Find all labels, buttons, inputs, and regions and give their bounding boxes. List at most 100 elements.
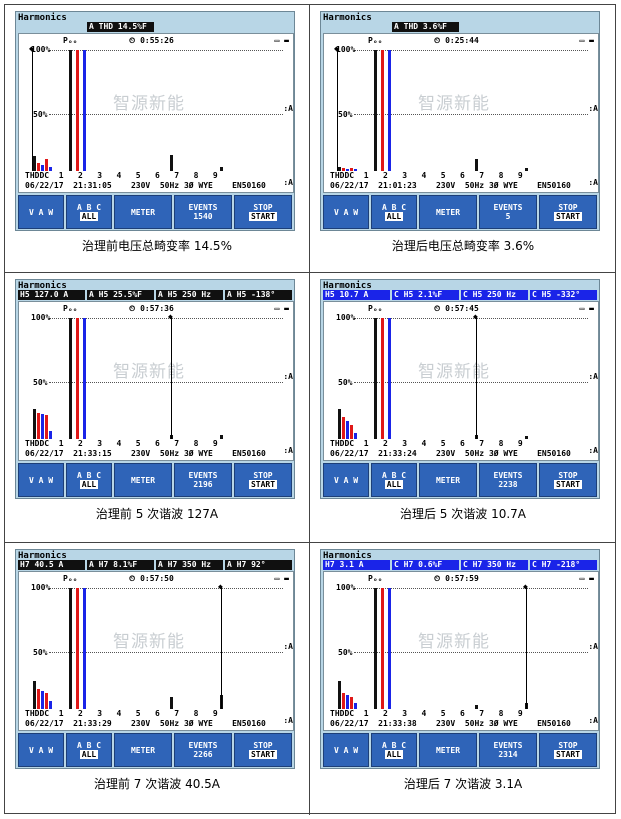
readout-segment: C H5 2.1%F bbox=[392, 290, 459, 300]
y-label-50: 50% bbox=[338, 378, 353, 387]
readout-segment bbox=[18, 22, 85, 32]
harmonic-5-bar bbox=[475, 705, 478, 709]
cursor-handle-icon[interactable]: ◆ bbox=[473, 312, 478, 321]
meter-key[interactable]: METER bbox=[114, 463, 172, 497]
cursor-line[interactable] bbox=[221, 586, 222, 709]
events-key[interactable]: EVENTS 2266 bbox=[174, 733, 232, 767]
right-marker-bottom: :A bbox=[283, 446, 293, 455]
meter-key[interactable]: METER bbox=[419, 195, 477, 229]
phase-key[interactable]: A B C ALL bbox=[371, 195, 417, 229]
events-key[interactable]: EVENTS 2196 bbox=[174, 463, 232, 497]
readout-segment: A H7 8.1%F bbox=[87, 560, 154, 570]
panel-cell: Harmonics A THD 3.6%F Pₒₒ ⏲ 0:25:44 ▭ ▬ 100% 5… bbox=[310, 5, 616, 273]
cursor-handle-icon[interactable]: ◆ bbox=[29, 44, 34, 53]
stop-start-key[interactable]: STOP START bbox=[234, 195, 292, 229]
cursor-line[interactable] bbox=[171, 316, 172, 439]
gridline-50 bbox=[354, 652, 588, 653]
stop-start-key[interactable]: STOP START bbox=[539, 733, 597, 767]
watermark: 智源新能 bbox=[418, 94, 490, 114]
stop-start-key[interactable]: STOP START bbox=[539, 195, 597, 229]
harmonic-bar bbox=[342, 693, 345, 709]
watermark: 智源新能 bbox=[418, 362, 490, 382]
vaw-key[interactable]: V A W bbox=[323, 463, 369, 497]
stop-label: STOP bbox=[253, 471, 273, 480]
phase-key[interactable]: A B C ALL bbox=[66, 463, 112, 497]
cursor-line[interactable] bbox=[526, 586, 527, 709]
start-label: START bbox=[553, 212, 583, 221]
phase-key[interactable]: A B C ALL bbox=[371, 733, 417, 767]
timer-value: 0:57:59 bbox=[445, 574, 479, 583]
y-label-100: 100% bbox=[31, 45, 51, 54]
stop-start-key[interactable]: STOP START bbox=[234, 463, 292, 497]
cursor-handle-icon[interactable]: ◆ bbox=[218, 582, 223, 591]
readout-segment: A H5 25.5%F bbox=[87, 290, 154, 300]
events-key[interactable]: EVENTS 1540 bbox=[174, 195, 232, 229]
cursor-handle-icon[interactable]: ◆ bbox=[168, 312, 173, 321]
events-key[interactable]: EVENTS 2238 bbox=[479, 463, 537, 497]
gridline-100 bbox=[354, 50, 588, 51]
vaw-key[interactable]: V A W bbox=[18, 733, 64, 767]
vaw-key[interactable]: V A W bbox=[323, 733, 369, 767]
vaw-key[interactable]: V A W bbox=[323, 195, 369, 229]
harmonic-bar bbox=[37, 163, 40, 171]
screen-title: Harmonics bbox=[18, 281, 67, 291]
harmonic-bar bbox=[49, 431, 52, 439]
right-marker: :A bbox=[283, 642, 293, 651]
harmonic-bar bbox=[41, 414, 44, 439]
harmonic-bar bbox=[45, 415, 48, 439]
cursor-handle-icon[interactable]: ◆ bbox=[523, 582, 528, 591]
phase-key[interactable]: A B C ALL bbox=[66, 733, 112, 767]
timer: ⏲ 0:25:44 bbox=[434, 36, 479, 46]
events-count: 2266 bbox=[193, 750, 213, 759]
right-marker-bottom: :A bbox=[588, 716, 598, 725]
harmonic-bar bbox=[342, 168, 345, 171]
harmonic-bar bbox=[41, 691, 44, 709]
stop-label: STOP bbox=[558, 471, 578, 480]
clock-icon: ⏲ bbox=[434, 304, 446, 313]
battery-icon: ▭ ▬ bbox=[579, 304, 594, 313]
cursor-line[interactable] bbox=[337, 48, 338, 171]
meter-label: METER bbox=[435, 207, 461, 217]
vaw-key[interactable]: V A W bbox=[18, 195, 64, 229]
phase-key[interactable]: A B C ALL bbox=[66, 195, 112, 229]
harmonic-bar bbox=[33, 409, 36, 439]
meter-key[interactable]: METER bbox=[419, 463, 477, 497]
fundamental-bar bbox=[76, 50, 79, 171]
cursor-handle-icon[interactable]: ◆ bbox=[334, 44, 339, 53]
plot-header: Pₒₒ bbox=[368, 36, 383, 45]
readout-segment bbox=[461, 22, 528, 32]
fundamental-bar bbox=[83, 318, 86, 439]
cursor-line[interactable] bbox=[476, 316, 477, 439]
events-label: EVENTS bbox=[493, 203, 523, 212]
harmonic-bar bbox=[338, 681, 341, 709]
events-key[interactable]: EVENTS 5 bbox=[479, 195, 537, 229]
events-key[interactable]: EVENTS 2314 bbox=[479, 733, 537, 767]
vaw-key[interactable]: V A W bbox=[18, 463, 64, 497]
events-count: 2196 bbox=[193, 480, 213, 489]
harmonic-bar bbox=[350, 697, 353, 709]
cursor-line[interactable] bbox=[32, 48, 33, 171]
timer-value: 0:57:36 bbox=[140, 304, 174, 313]
meter-key[interactable]: METER bbox=[114, 195, 172, 229]
readout-segment bbox=[323, 22, 390, 32]
meter-key[interactable]: METER bbox=[419, 733, 477, 767]
harmonic-bar bbox=[41, 165, 44, 171]
fundamental-bar bbox=[374, 50, 377, 171]
gridline-50 bbox=[354, 114, 588, 115]
meter-label: METER bbox=[130, 745, 156, 755]
stop-start-key[interactable]: STOP START bbox=[539, 463, 597, 497]
stop-start-key[interactable]: STOP START bbox=[234, 733, 292, 767]
harmonics-plot: Pₒₒ ⏲ 0:57:59 ▭ ▬ 100% 50%:A:A 智源新能 ◆ THDDC 1 2… bbox=[323, 571, 599, 731]
panel-caption: 治理后 7 次谐波 3.1A bbox=[403, 777, 523, 791]
fundamental-bar bbox=[381, 318, 384, 439]
harmonic-bar bbox=[37, 413, 40, 439]
status-line: 06/22/17 21:33:38 230V 50Hz 3Ø WYE EN501… bbox=[330, 719, 571, 728]
meter-key[interactable]: METER bbox=[114, 733, 172, 767]
watermark: 智源新能 bbox=[113, 632, 185, 652]
harmonic-bar bbox=[45, 693, 48, 709]
phase-key[interactable]: A B C ALL bbox=[371, 463, 417, 497]
